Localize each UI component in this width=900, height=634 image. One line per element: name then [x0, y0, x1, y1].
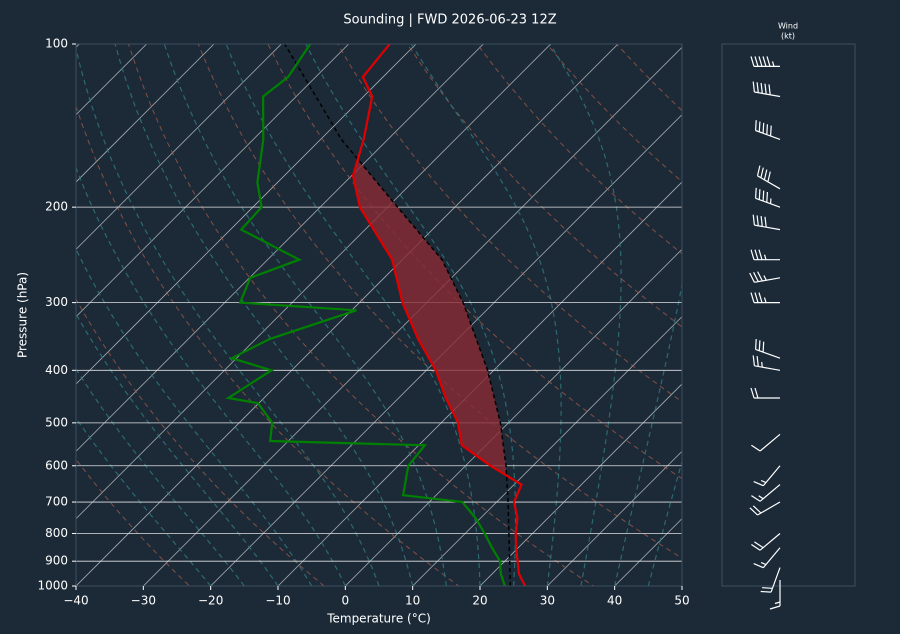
wind-barb [754, 548, 780, 568]
isotherm [199, 32, 765, 598]
x-tick-label: 50 [674, 594, 689, 608]
wind-barb [770, 580, 780, 609]
y-axis-label: Pressure (hPa) [16, 272, 30, 358]
y-tick-label: 600 [45, 458, 68, 472]
y-tick-label: 500 [45, 415, 68, 429]
dry-adiabat [0, 44, 202, 598]
x-tick-label: −20 [198, 594, 223, 608]
wind-barb [756, 120, 780, 139]
moist-adiabat [615, 44, 702, 586]
wind-barb [761, 568, 780, 593]
wind-units: (kt) [781, 32, 795, 41]
wind-barb [751, 534, 780, 551]
moist-adiabat [0, 44, 244, 586]
wind-barb [750, 272, 780, 283]
dry-adiabat [547, 44, 900, 598]
x-tick-label: 30 [540, 594, 555, 608]
x-tick-label: 40 [607, 594, 622, 608]
x-tick-label: −30 [131, 594, 156, 608]
y-tick-label: 700 [45, 495, 68, 509]
profile-line [285, 44, 511, 586]
wind-barb [753, 355, 780, 370]
x-tick-label: 0 [342, 594, 350, 608]
y-tick-label: 200 [45, 200, 68, 214]
wind-barb [756, 188, 780, 207]
y-tick-label: 300 [45, 295, 68, 309]
x-axis-label: Temperature (°C) [326, 612, 431, 626]
wind-barb [756, 339, 780, 358]
isotherm [536, 32, 900, 598]
x-tick-label: −10 [265, 594, 290, 608]
wind-barb [758, 166, 781, 189]
wind-frame [722, 44, 855, 586]
wind-barbs [750, 56, 780, 609]
wind-barb [753, 82, 780, 97]
moist-adiabat [550, 44, 621, 586]
isotherm [0, 32, 293, 598]
wind-barb [751, 293, 780, 303]
x-tick-label: 10 [405, 594, 420, 608]
dry-adiabat [686, 44, 900, 598]
wind-barb [751, 56, 780, 66]
y-tick-label: 800 [45, 526, 68, 540]
plot-frame [76, 44, 682, 586]
isotherm [469, 32, 900, 598]
isotherm [0, 32, 226, 598]
dry-adiabat [477, 44, 900, 598]
dry-adiabat [129, 44, 612, 598]
isotherm [401, 32, 900, 598]
wind-title: Wind [778, 22, 798, 31]
wind-barb [751, 434, 780, 451]
x-tick-label: −40 [63, 594, 88, 608]
isotherm [0, 32, 361, 598]
x-tick-label: 20 [472, 594, 487, 608]
plot-area [0, 32, 900, 598]
moist-adiabat [75, 44, 379, 586]
y-tick-label: 100 [45, 37, 68, 51]
moist-adiabat [164, 44, 446, 586]
wind-barb [751, 485, 780, 502]
isotherm [0, 32, 428, 598]
moist-adiabat [41, 44, 345, 586]
y-tick-label: 1000 [37, 579, 68, 593]
dry-adiabat [407, 44, 900, 598]
wind-barb [753, 215, 780, 230]
chart-title: Sounding | FWD 2026-06-23 12Z [343, 13, 556, 28]
dry-adiabat [0, 44, 338, 598]
isotherm [267, 32, 833, 598]
isotherm [671, 32, 900, 598]
y-tick-label: 400 [45, 363, 68, 377]
wind-barb [751, 388, 780, 398]
y-tick-label: 900 [45, 554, 68, 568]
wind-barb [750, 502, 780, 515]
moist-adiabat [0, 44, 211, 586]
wind-barb [754, 466, 780, 486]
wind-barb [751, 250, 780, 260]
cape-area [353, 160, 506, 475]
